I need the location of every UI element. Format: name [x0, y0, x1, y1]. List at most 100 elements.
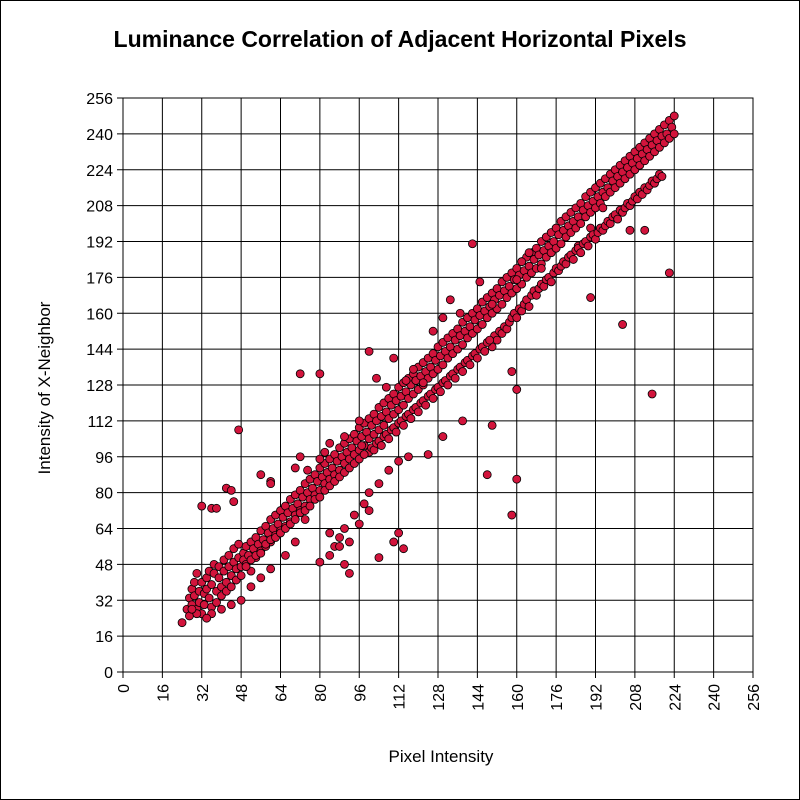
data-point	[197, 501, 207, 511]
data-point	[524, 302, 534, 311]
data-point	[583, 241, 593, 251]
data-point	[359, 450, 369, 459]
x-tick-label: 32	[195, 684, 212, 702]
data-point	[234, 539, 244, 549]
data-point	[465, 360, 475, 370]
data-point	[290, 463, 300, 473]
data-point	[418, 378, 428, 388]
data-point	[246, 582, 256, 592]
data-point	[512, 385, 522, 394]
y-tick-label: 208	[86, 199, 113, 216]
data-point	[536, 264, 546, 273]
data-point	[640, 225, 650, 235]
data-point	[546, 277, 556, 287]
data-point	[394, 456, 404, 466]
y-tick-label: 48	[95, 557, 113, 574]
data-point	[376, 441, 386, 450]
data-point	[354, 416, 364, 426]
y-tick-label: 96	[95, 450, 113, 467]
x-tick-label: 128	[431, 684, 448, 711]
data-point	[345, 537, 354, 547]
data-point	[357, 441, 367, 450]
data-point	[226, 485, 236, 495]
data-point	[480, 346, 490, 356]
data-point	[212, 598, 221, 607]
data-point	[472, 353, 482, 363]
data-point	[305, 501, 315, 511]
data-point	[512, 474, 522, 484]
data-point	[428, 326, 438, 336]
y-tick-label: 32	[95, 593, 113, 610]
data-point	[458, 367, 468, 376]
data-point	[475, 277, 485, 287]
x-tick-label: 16	[155, 684, 172, 702]
data-point	[325, 551, 335, 560]
data-point	[485, 335, 495, 345]
data-point	[234, 425, 244, 435]
data-point	[458, 416, 468, 426]
data-point	[497, 299, 507, 309]
data-point	[428, 394, 438, 403]
data-point	[340, 524, 349, 533]
data-point	[438, 432, 448, 441]
chart-title: Luminance Correlation of Adjacent Horizo…	[113, 26, 687, 52]
data-point	[204, 593, 214, 603]
data-point	[421, 400, 431, 410]
data-point	[281, 551, 290, 560]
data-point	[389, 537, 399, 547]
x-tick-label: 160	[510, 684, 527, 711]
data-point	[266, 479, 276, 489]
data-point	[399, 400, 408, 410]
data-point	[226, 582, 236, 592]
data-point	[325, 438, 335, 448]
data-point	[359, 499, 369, 509]
y-tick-label: 16	[95, 629, 113, 646]
x-tick-label: 112	[392, 684, 409, 710]
data-point	[192, 568, 202, 578]
x-tick-label: 240	[707, 684, 724, 711]
data-point	[236, 571, 246, 580]
data-point	[212, 503, 221, 513]
data-point	[399, 420, 408, 430]
points	[177, 111, 679, 628]
data-point	[374, 553, 384, 563]
x-tick-label: 144	[470, 684, 487, 711]
data-point	[399, 544, 408, 554]
data-point	[436, 387, 445, 397]
data-point	[325, 528, 335, 538]
data-point	[384, 465, 394, 475]
data-point	[241, 562, 251, 572]
data-point	[217, 604, 226, 614]
data-point	[349, 510, 359, 520]
data-point	[507, 510, 517, 520]
data-point	[477, 320, 487, 329]
x-tick-label: 80	[313, 684, 330, 702]
data-point	[389, 353, 399, 363]
data-point	[340, 559, 349, 569]
y-tick-label: 80	[95, 486, 113, 503]
data-point	[408, 364, 418, 374]
data-point	[315, 454, 325, 464]
y-tick-labels: 0 16 32 48 64 80 96 112 128 144 160 176 192 208 224 240…	[86, 91, 113, 682]
y-tick-label: 64	[95, 522, 113, 539]
y-tick-label: 0	[104, 665, 113, 682]
x-tick-label: 208	[628, 684, 645, 711]
data-point	[669, 111, 679, 121]
y-tick-label: 192	[86, 235, 113, 252]
data-point	[256, 548, 266, 558]
data-point	[613, 214, 623, 224]
data-point	[290, 515, 300, 524]
x-tick-label: 96	[352, 684, 369, 702]
data-point	[315, 557, 325, 567]
data-point	[443, 380, 453, 390]
data-point	[576, 248, 586, 258]
data-point	[381, 382, 391, 392]
data-point	[202, 613, 212, 623]
data-point	[256, 470, 266, 480]
data-point	[487, 299, 497, 309]
data-point	[374, 479, 384, 489]
data-point	[512, 313, 522, 323]
data-point	[300, 515, 310, 524]
data-point	[586, 293, 595, 302]
data-point	[177, 618, 187, 628]
